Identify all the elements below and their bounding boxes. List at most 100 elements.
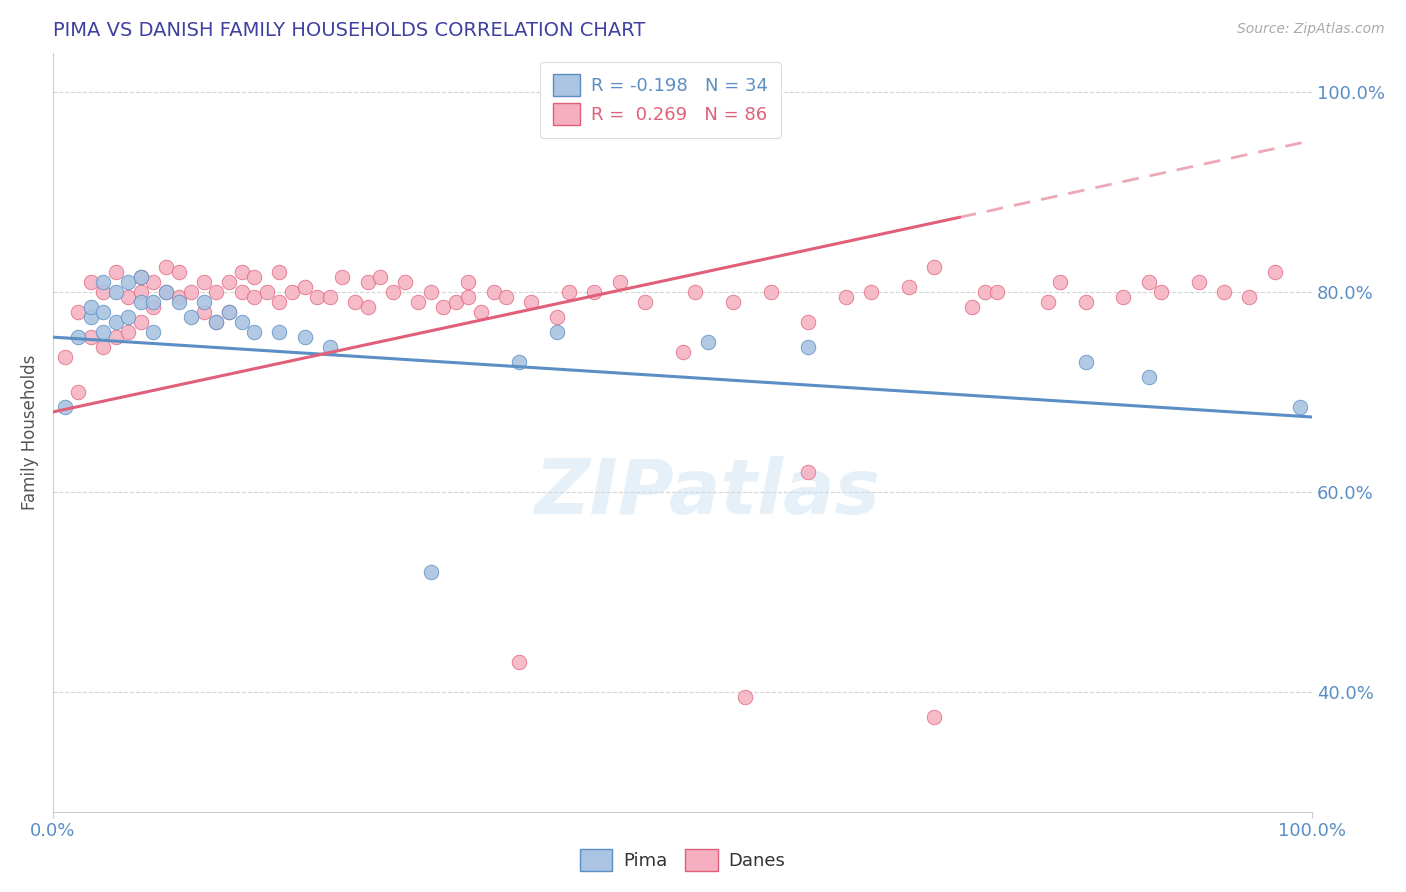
Point [721,295,744,310]
Point [167,295,190,310]
Point [797,315,820,329]
Point [269,265,291,279]
Point [66,385,89,400]
Point [243,325,266,339]
Point [419,565,441,579]
Legend: Pima, Danes: Pima, Danes [572,842,793,879]
Point [155,260,177,275]
Point [193,295,215,310]
Point [1049,275,1071,289]
Point [129,285,152,300]
Point [79,330,101,344]
Point [155,285,177,300]
Point [193,305,215,319]
Point [759,285,782,300]
Point [344,295,367,310]
Point [91,325,114,339]
Point [91,285,114,300]
Point [419,285,441,300]
Point [432,300,454,314]
Text: ZIPatlas: ZIPatlas [534,456,880,530]
Point [218,305,240,319]
Point [495,290,517,304]
Point [104,315,127,329]
Point [960,300,983,314]
Point [104,265,127,279]
Point [129,295,152,310]
Point [79,310,101,325]
Y-axis label: Family Households: Family Households [21,354,39,509]
Point [129,270,152,285]
Point [1288,400,1310,414]
Point [332,270,354,285]
Point [79,275,101,289]
Point [129,270,152,285]
Point [218,305,240,319]
Point [1074,355,1097,369]
Point [319,340,342,354]
Point [381,285,404,300]
Point [696,335,718,350]
Point [558,285,581,300]
Point [231,285,253,300]
Point [546,310,568,325]
Point [1213,285,1236,300]
Point [66,330,89,344]
Point [180,285,202,300]
Point [218,275,240,289]
Point [180,310,202,325]
Point [117,290,139,304]
Point [394,275,416,289]
Point [1263,265,1285,279]
Point [924,709,946,723]
Point [406,295,429,310]
Point [1137,370,1160,384]
Point [609,275,631,289]
Point [1150,285,1173,300]
Point [155,285,177,300]
Point [1036,295,1059,310]
Text: Source: ZipAtlas.com: Source: ZipAtlas.com [1237,22,1385,37]
Point [583,285,606,300]
Point [482,285,505,300]
Point [142,300,165,314]
Point [231,315,253,329]
Point [835,290,858,304]
Point [986,285,1008,300]
Text: PIMA VS DANISH FAMILY HOUSEHOLDS CORRELATION CHART: PIMA VS DANISH FAMILY HOUSEHOLDS CORRELA… [52,21,645,40]
Point [671,345,693,359]
Point [1112,290,1135,304]
Point [356,300,378,314]
Point [797,465,820,479]
Point [53,350,76,364]
Point [470,305,492,319]
Point [53,400,76,414]
Point [898,280,921,294]
Point [79,300,101,314]
Point [520,295,543,310]
Point [104,285,127,300]
Point [1074,295,1097,310]
Point [634,295,657,310]
Point [117,275,139,289]
Point [1137,275,1160,289]
Point [924,260,946,275]
Point [368,270,391,285]
Point [860,285,883,300]
Point [193,275,215,289]
Point [973,285,995,300]
Point [91,305,114,319]
Point [104,330,127,344]
Point [508,355,530,369]
Point [734,690,756,704]
Point [256,285,278,300]
Point [457,275,479,289]
Point [167,290,190,304]
Point [205,315,228,329]
Point [243,290,266,304]
Point [546,325,568,339]
Point [294,280,316,294]
Point [281,285,304,300]
Point [1239,290,1261,304]
Point [307,290,329,304]
